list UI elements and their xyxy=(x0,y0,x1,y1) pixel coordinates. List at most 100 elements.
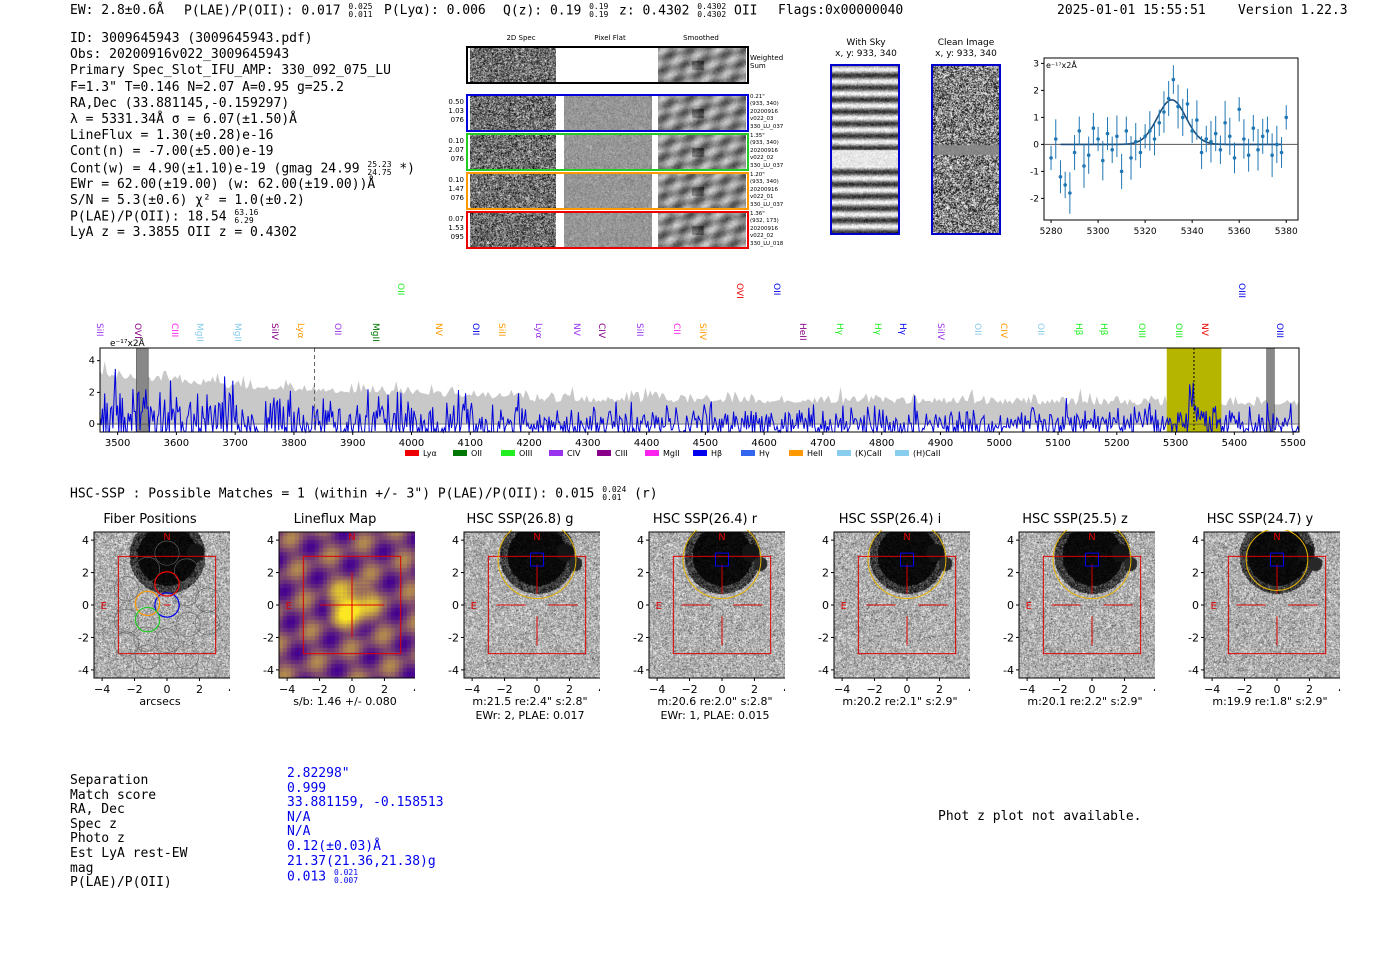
cutout-right-value: 330_LU_037 xyxy=(750,162,784,169)
hsc-aperture-ellipse xyxy=(1245,530,1309,591)
hsc-aperture-ellipse xyxy=(1052,530,1132,599)
legend-swatch xyxy=(597,450,611,456)
hsc-panel: HSC SSP(24.7) y N E 4 2 0 -2 -4 −4 −2 0 2 4 m:19.9 re… xyxy=(1180,512,1340,727)
fit-data-point xyxy=(1180,115,1185,120)
hsc-ytick-label: 2 xyxy=(1007,567,1014,580)
info-params: F=1.3" T=0.146 N=2.07 A=0.95 g=25.2 xyxy=(70,79,344,95)
fiber-circle xyxy=(195,587,221,613)
hsc-header-lo: 0.01 xyxy=(602,493,622,502)
hsc-ytick-label: -4 xyxy=(818,664,829,677)
col-label-smoothed: Smoothed xyxy=(683,34,719,42)
header-z-line: OII xyxy=(734,3,758,19)
hsc-xtick-label: 0 xyxy=(164,683,171,696)
east-label: E xyxy=(1026,601,1032,612)
match-label-radec: RA, Dec xyxy=(70,802,125,818)
spectrum-xtick-label: 4000 xyxy=(399,438,424,449)
match-values: 2.82298" 0.999 33.881159, -0.158513 N/A … xyxy=(287,766,444,885)
fit-data-point xyxy=(1138,150,1143,155)
hsc-image-holder xyxy=(1019,532,1155,678)
spectral-line-label: Hβ xyxy=(1072,323,1083,336)
hsc-xtick-label: 4 xyxy=(228,683,230,696)
cutout-left-value: 0.10 xyxy=(448,137,464,145)
cutout-row-left-values: 0.50 1.03 076 xyxy=(446,98,464,125)
spectrum-xtick-label: 5400 xyxy=(1222,438,1247,449)
clean-image xyxy=(931,64,1001,235)
fiber-circle xyxy=(195,610,221,636)
hsc-panel-title: HSC SSP(26.4) i xyxy=(838,512,942,527)
hsc-panel-caption: m:19.9 re:1.8" s:2.9" xyxy=(1212,695,1328,708)
hsc-panel-caption: m:21.5 re:2.4" s:2.8" xyxy=(472,695,588,708)
hsc-image-holder xyxy=(464,532,600,678)
hsc-panel: HSC SSP(26.8) g N E 4 2 0 -2 -4 −4 −2 0 2 4 m:21.5 re… xyxy=(440,512,600,727)
cutout-left-value: 1.53 xyxy=(448,224,464,232)
fiber-circle xyxy=(135,556,161,582)
fit-data-point xyxy=(1100,158,1105,163)
hsc-panel: Lineflux Map N E 4 2 0 -2 -4 −4 −2 0 2 4 s/b: 1.46 +/… xyxy=(255,512,415,727)
with-sky-canvas xyxy=(832,66,898,233)
hsc-ytick-label: -4 xyxy=(78,664,89,677)
hsc-match-box xyxy=(1270,552,1284,567)
header-flags: Flags:0x00000040 xyxy=(778,3,904,18)
fit-data-point xyxy=(1049,156,1053,160)
match-value-specz: N/A xyxy=(287,809,311,825)
hsc-ytick-label: 4 xyxy=(82,534,89,547)
info-id: ID: 3009645943 (3009645943.pdf) xyxy=(70,31,313,46)
header-plae: P(LAE)/P(OII): 0.017 0.025 0.011 xyxy=(184,3,372,19)
fit-data-point xyxy=(1251,126,1256,130)
match-label-mag: mag xyxy=(70,860,94,876)
match-value-radec: 33.881159, -0.158513 xyxy=(287,795,444,811)
hsc-panel: HSC SSP(26.4) i N E 4 2 0 -2 -4 −4 −2 0 2 4 m:20.2 re… xyxy=(810,512,970,727)
fit-data-point xyxy=(1148,129,1152,133)
fit-data-point xyxy=(1279,150,1284,155)
spectral-line-label: OII xyxy=(1035,323,1046,336)
hsc-panel-image: N E 4 2 0 -2 -4 −4 −2 0 2 4 xyxy=(448,530,600,696)
legend-swatch xyxy=(405,450,419,456)
legend-swatch xyxy=(453,450,467,456)
cutout-right-value: (933, 340) xyxy=(750,179,779,186)
spectrum-masked-region xyxy=(136,347,149,433)
north-label: N xyxy=(348,532,355,543)
hsc-panel: HSC SSP(25.5) z N E 4 2 0 -2 -4 −4 −2 0 2 4 m:20.1 re… xyxy=(995,512,1155,727)
cutout-left-value: 1.03 xyxy=(448,107,464,115)
col-label-2d-spec: 2D Spec xyxy=(506,34,536,42)
cutout-right-value: v022_02 xyxy=(750,155,774,162)
clean-image-header: Clean Image x, y: 933, 340 xyxy=(930,38,1002,60)
cutout-row-left-values: 0.10 1.47 076 xyxy=(446,176,464,203)
hsc-xtick-label: −4 xyxy=(1204,683,1220,696)
hsc-xtick-label: 4 xyxy=(1338,683,1340,696)
hsc-match-box xyxy=(530,552,544,567)
hsc-ytick-label: 0 xyxy=(82,599,89,612)
hsc-ytick-label: 2 xyxy=(1192,567,1199,580)
header-z-value: z: 0.4302 xyxy=(619,3,690,19)
hsc-aperture-ellipse xyxy=(497,530,577,599)
hsc-image-canvas xyxy=(464,532,600,678)
cutout-right-value: 1.20" xyxy=(750,172,765,178)
hsc-xtick-label: −4 xyxy=(464,683,480,696)
spectral-line-label: NV xyxy=(432,323,443,336)
fit-data-point xyxy=(1218,148,1223,152)
match-value-plae: 0.013 0.021 0.007 xyxy=(287,869,444,885)
hsc-panel-title: Fiber Positions xyxy=(103,512,197,527)
legend-swatch xyxy=(895,450,909,456)
hsc-xtick-label: 0 xyxy=(1274,683,1281,696)
col-label-pixel-flat: Pixel Flat xyxy=(594,34,626,42)
with-sky-image xyxy=(830,64,900,235)
fit-data-point xyxy=(1091,126,1096,130)
weighted-sum-label: Weighted Sum xyxy=(750,54,784,70)
hsc-panel-caption-2: EWr: 1, PLAE: 0.015 xyxy=(660,709,770,722)
fit-data-point xyxy=(1242,137,1246,141)
spectrum-noise-band xyxy=(100,361,1299,425)
spectrum-xtick-label: 4900 xyxy=(928,438,953,449)
weighted-sum-smoothed xyxy=(658,48,746,82)
spectrum-xtick-label: 5500 xyxy=(1280,438,1305,449)
match-value-plae-num: 0.013 xyxy=(287,869,327,885)
legend-label: HeII xyxy=(807,449,823,458)
legend-label: CIII xyxy=(615,449,628,458)
cutout-right-value: 20200916 xyxy=(750,186,778,193)
hsc-ytick-label: -4 xyxy=(263,664,274,677)
east-label: E xyxy=(471,601,477,612)
fit-data-point xyxy=(1265,129,1270,133)
hsc-xtick-label: 4 xyxy=(783,683,785,696)
info-contw-value: Cont(w) = 4.90(±1.10)e-19 (gmag 24.99 xyxy=(70,161,360,176)
hsc-match-box xyxy=(715,552,729,567)
